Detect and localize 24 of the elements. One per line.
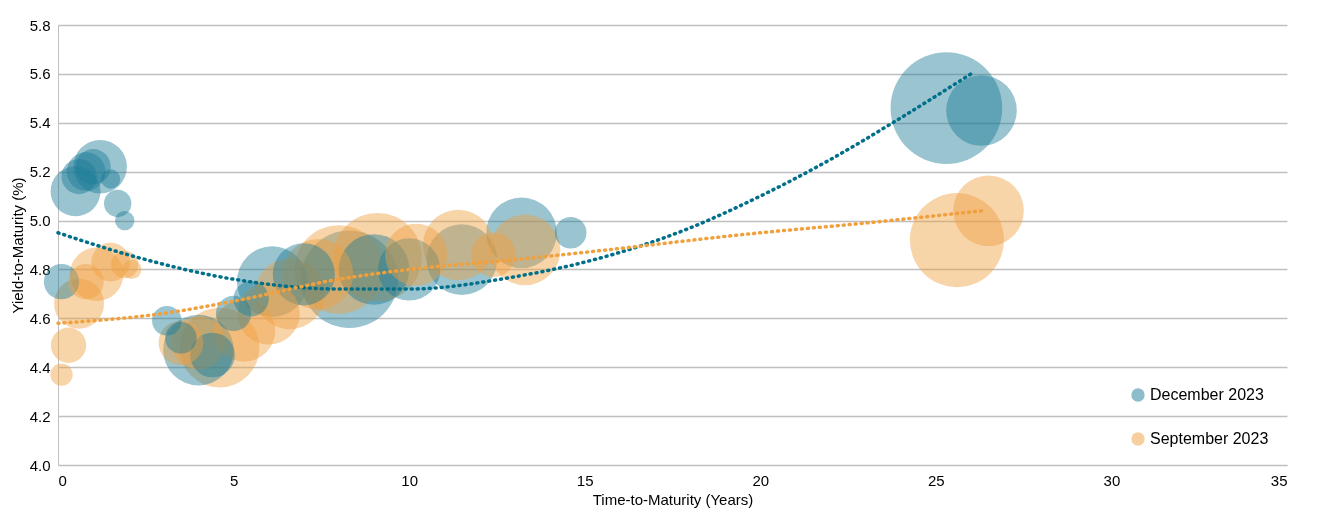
y-tick-label: 4.0 xyxy=(29,456,51,474)
y-tick-label: 4.4 xyxy=(29,358,51,376)
x-tick-label: 10 xyxy=(401,471,418,489)
x-tick-label: 35 xyxy=(1270,471,1288,489)
line-series xyxy=(56,72,973,291)
y-tick-label: 5.6 xyxy=(29,65,51,83)
x-tick-label: 30 xyxy=(1103,471,1121,489)
legend-label: September 2023 xyxy=(1150,430,1269,447)
x-tick-label: 25 xyxy=(928,471,945,489)
y-tick-label: 4.6 xyxy=(29,309,51,327)
y-tick-label: 5.2 xyxy=(29,163,51,181)
y-tick-label: 4.2 xyxy=(29,407,51,425)
y-tick-label: 5.0 xyxy=(29,212,51,230)
y-axis-title: Yield-to-Maturity (%) xyxy=(8,177,26,314)
y-tick-label: 5.4 xyxy=(29,114,51,132)
y-tick-label: 4.8 xyxy=(29,260,51,278)
x-tick-label: 20 xyxy=(752,471,770,489)
x-tick-label: 0 xyxy=(58,471,67,489)
line-series xyxy=(56,209,984,325)
x-axis-title: Time-to-Maturity (Years) xyxy=(592,490,754,508)
x-tick-label: 15 xyxy=(576,471,594,489)
x-tick-label: 5 xyxy=(229,471,239,489)
y-tick-label: 5.8 xyxy=(29,16,51,34)
legend-label: December 2023 xyxy=(1150,386,1264,403)
